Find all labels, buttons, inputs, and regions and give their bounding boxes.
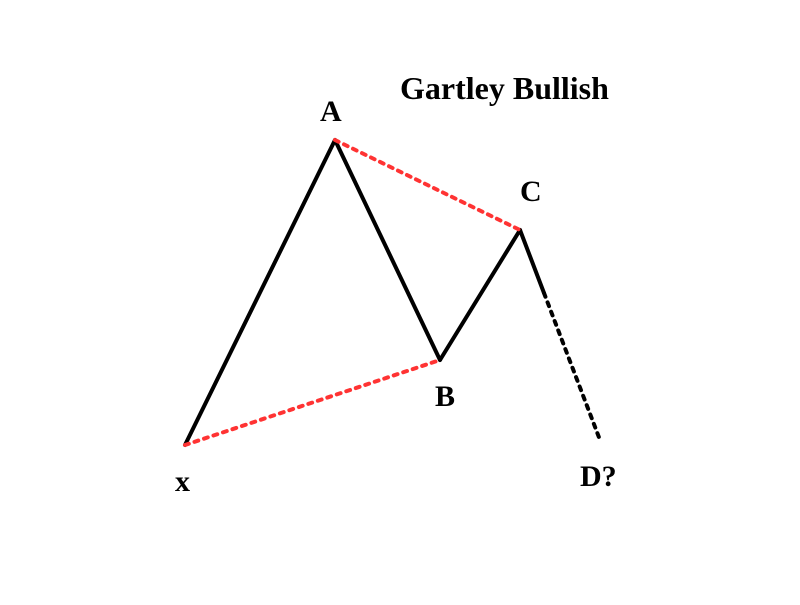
point-label-b: B (435, 380, 455, 414)
point-label-a: A (320, 95, 342, 129)
point-label-x: x (175, 465, 190, 499)
chart-title: Gartley Bullish (400, 70, 609, 107)
gartley-pattern-diagram: Gartley Bullish x A B C D? (0, 0, 800, 600)
point-label-d: D? (580, 460, 617, 494)
point-label-c: C (520, 175, 542, 209)
